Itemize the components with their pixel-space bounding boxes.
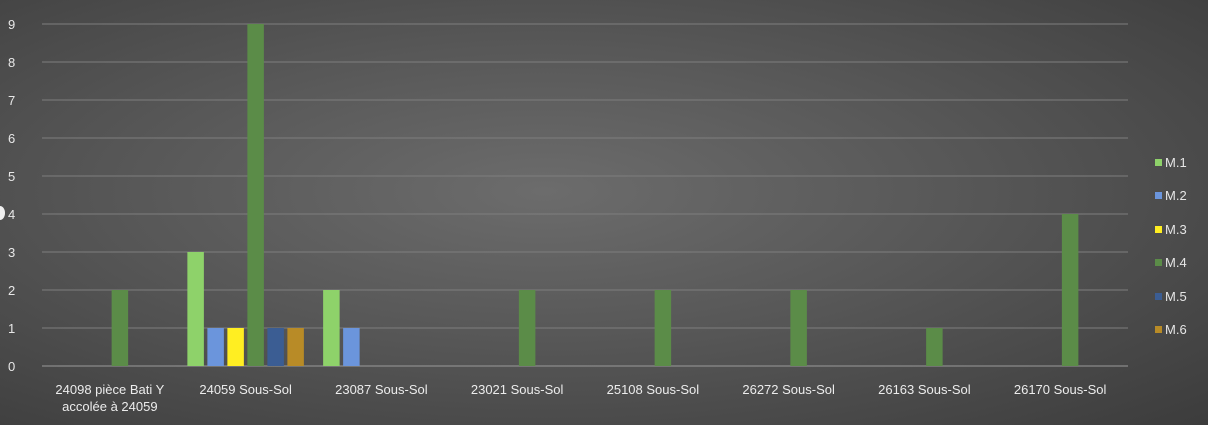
x-category-label: 26170 Sous-Sol [1014,382,1107,397]
legend-swatch [1155,292,1162,300]
bar-m4-1 [111,290,129,366]
legend-swatch [1155,192,1162,200]
legend-label: M.4 [1165,255,1187,271]
legend-item: M.1 [1155,152,1207,174]
legend-label: M.3 [1165,221,1187,237]
x-category-label-line: 24098 pièce Bati Y [55,382,164,397]
y-tick-label: 3 [8,245,15,260]
y-tick-label: 9 [8,17,15,32]
legend-swatch [1155,259,1162,267]
gridlines [42,23,1128,367]
x-category-label-line: 23087 Sous-Sol [335,382,428,397]
legend-item: M.3 [1155,219,1207,241]
resize-handle[interactable] [0,206,5,220]
bar-m1-2 [187,252,204,366]
bar-m2-3 [343,328,360,366]
x-category-label-line: 26272 Sous-Sol [742,382,835,397]
x-category-label: 23021 Sous-Sol [471,382,564,397]
y-tick-label: 0 [8,359,15,374]
x-category-label: 25108 Sous-Sol [607,382,700,397]
bar-m4-4 [518,290,536,366]
x-category-label-line: 25108 Sous-Sol [607,382,700,397]
x-category-label-line: accolée à 24059 [62,399,157,414]
x-category-label-line: 26163 Sous-Sol [878,382,971,397]
x-category-label: 26272 Sous-Sol [742,382,835,397]
bars [111,24,1079,366]
x-category-label-line: 26170 Sous-Sol [1014,382,1107,397]
x-category-label: 24059 Sous-Sol [199,382,292,397]
x-category-label-line: 23021 Sous-Sol [471,382,564,397]
x-axis-categories: 24098 pièce Bati Y accolée à 24059 24059 S… [55,382,1106,414]
x-category-label: 24098 pièce Bati Y accolée à 24059 [55,382,164,414]
legend-label: M.2 [1165,188,1187,204]
legend-label: M.1 [1165,155,1187,170]
y-tick-label: 2 [8,283,15,298]
bar-m4-2 [247,24,264,366]
bar-m1-3 [323,290,340,366]
bar-m2-2 [207,328,224,366]
bar-m4-8 [1061,214,1079,366]
y-axis-ticks: 0 1 2 3 4 5 6 7 8 9 [8,17,15,374]
y-tick-label: 4 [8,207,15,222]
bar-m4-7 [926,328,943,366]
legend-swatch [1155,159,1162,167]
legend-item: M.5 [1155,286,1207,308]
bar-m6-2 [287,328,304,366]
legend: M.1 M.2 M.3 M.4 M.5 M.6 [1155,152,1207,352]
legend-label: M.5 [1165,288,1187,304]
bar-m5-2 [267,328,284,366]
y-tick-label: 1 [8,321,15,336]
legend-label: M.6 [1165,321,1187,337]
legend-item: M.2 [1155,185,1207,207]
bar-m4-5 [654,290,672,366]
legend-item: M.6 [1155,319,1207,341]
x-category-label: 26163 Sous-Sol [878,382,971,397]
x-category-label: 23087 Sous-Sol [335,382,428,397]
y-tick-label: 6 [8,131,15,146]
y-tick-label: 5 [8,169,15,184]
x-category-label-line: 24059 Sous-Sol [199,382,292,397]
legend-swatch [1155,225,1162,233]
bar-m4-6 [790,290,807,366]
y-tick-label: 7 [8,93,15,108]
y-tick-label: 8 [8,55,15,70]
bar-m3-2 [227,328,244,366]
legend-swatch [1155,326,1162,334]
legend-item: M.4 [1155,252,1207,274]
